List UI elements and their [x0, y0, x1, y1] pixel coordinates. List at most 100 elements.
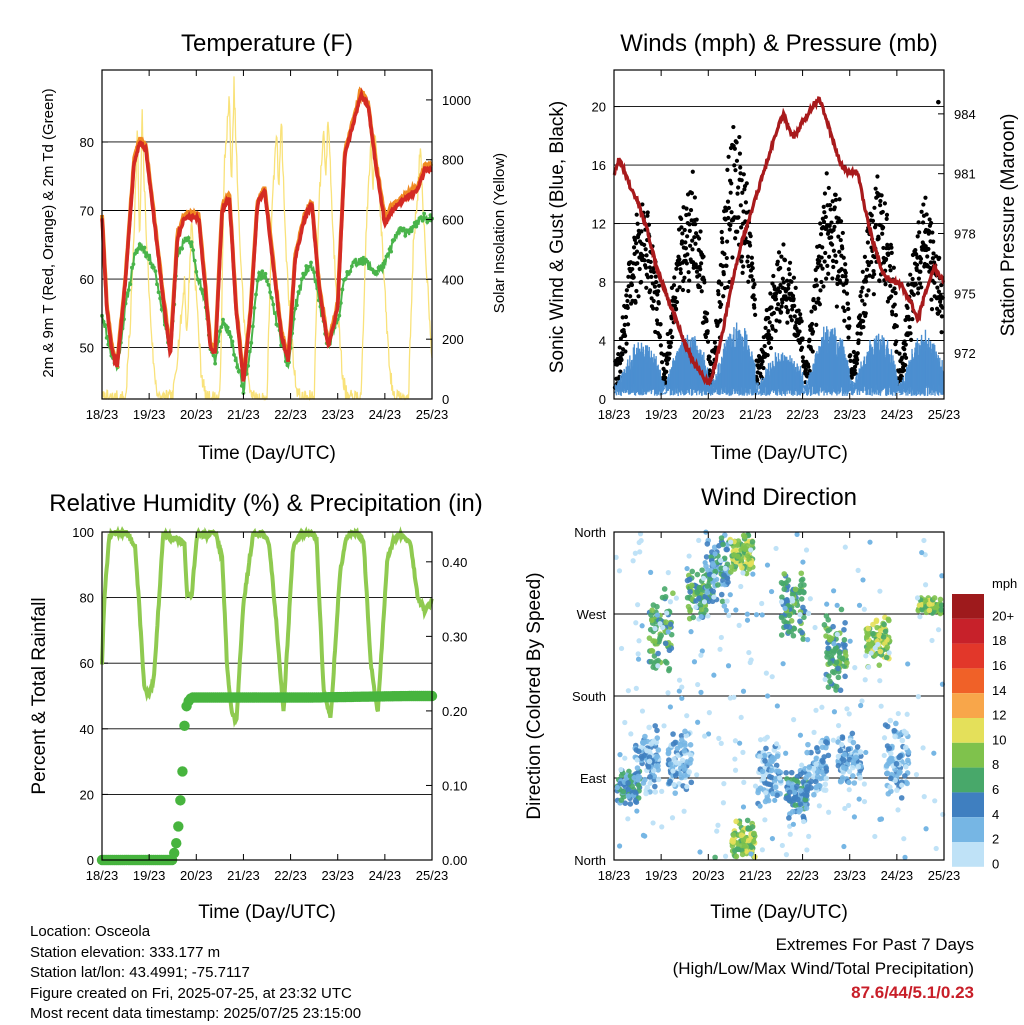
- gust-point: [937, 255, 942, 261]
- dewpoint-point: [304, 264, 309, 268]
- direction-point: [808, 749, 814, 756]
- direction-point: [748, 844, 755, 850]
- humidity-ytick-label: 0: [87, 853, 94, 868]
- dewpoint-point: [247, 349, 252, 354]
- direction-point: [837, 687, 844, 694]
- direction-point: [855, 567, 861, 573]
- gust-point: [626, 274, 631, 279]
- gust-point: [892, 302, 897, 307]
- dewpoint-point: [137, 242, 142, 247]
- direction-point: [633, 620, 639, 626]
- direction-point: [734, 542, 741, 548]
- gust-point: [773, 297, 779, 302]
- gust-point: [843, 262, 848, 267]
- direction-point: [622, 755, 628, 761]
- direction-point: [823, 768, 830, 774]
- gust-point: [865, 240, 870, 245]
- gust-point: [651, 298, 656, 304]
- dewpoint-point: [307, 264, 312, 269]
- direction-point: [901, 728, 907, 734]
- direction-point: [814, 773, 821, 780]
- gust-point: [716, 279, 722, 284]
- direction-xtick-label: 18/23: [598, 868, 631, 883]
- speed-legend-swatch: [952, 842, 984, 867]
- direction-point: [744, 617, 751, 623]
- direction-point: [841, 637, 848, 643]
- direction-point: [732, 756, 738, 762]
- direction-point: [783, 852, 790, 858]
- direction-point: [842, 649, 849, 656]
- station-latlon: Station lat/lon: 43.4991; -75.7117: [30, 964, 250, 981]
- direction-point: [829, 669, 836, 675]
- gust-point: [855, 331, 860, 336]
- direction-point: [860, 577, 866, 583]
- dewpoint-point: [230, 339, 235, 344]
- gust-point: [624, 341, 629, 346]
- gust-point: [668, 340, 674, 345]
- direction-point: [841, 626, 847, 633]
- direction-point: [884, 723, 891, 730]
- direction-point: [757, 753, 763, 760]
- direction-point: [830, 737, 836, 743]
- gust-point: [818, 263, 823, 268]
- direction-point: [876, 632, 883, 639]
- temperature-xtick-label: 24/23: [369, 407, 402, 422]
- direction-point: [744, 611, 750, 617]
- direction-point: [629, 783, 635, 790]
- temperature-xlabel: Time (Day/UTC): [198, 443, 336, 464]
- direction-point: [763, 790, 769, 796]
- gust-point: [838, 219, 844, 224]
- direction-point: [687, 588, 693, 595]
- dewpoint-point: [260, 269, 265, 274]
- dewpoint-point: [338, 301, 343, 305]
- gust-point: [690, 247, 695, 252]
- dewpoint-point: [309, 260, 313, 265]
- direction-point: [888, 755, 894, 762]
- direction-point: [738, 583, 744, 590]
- direction-point: [613, 554, 619, 560]
- winds-ytick-label: 16: [592, 158, 606, 173]
- gust-point: [721, 272, 726, 277]
- direction-point: [678, 732, 685, 739]
- gust-point: [819, 255, 824, 260]
- dewpoint-point: [192, 258, 197, 263]
- direction-point: [748, 851, 754, 857]
- direction-point: [665, 690, 671, 696]
- direction-point: [702, 733, 708, 739]
- gust-point: [864, 267, 870, 272]
- gust-point: [634, 212, 639, 217]
- direction-point: [836, 649, 843, 656]
- gust-point: [622, 322, 627, 328]
- gust-point: [696, 236, 702, 241]
- direction-point: [870, 630, 876, 637]
- gust-point: [753, 312, 758, 317]
- direction-point: [880, 634, 887, 640]
- dewpoint-point: [133, 251, 137, 256]
- direction-point: [805, 637, 811, 643]
- dewpoint-point: [211, 353, 216, 358]
- direction-point: [670, 768, 676, 774]
- gust-point: [735, 229, 740, 234]
- gust-point: [848, 358, 853, 363]
- gust-point: [737, 151, 743, 156]
- gust-point: [818, 288, 823, 293]
- gust-point: [698, 229, 703, 234]
- gust-point: [919, 285, 924, 290]
- direction-point: [667, 621, 674, 627]
- speed-legend-swatch: [952, 817, 984, 842]
- dewpoint-point: [104, 335, 109, 340]
- direction-point: [684, 713, 690, 719]
- direction-point: [903, 764, 909, 770]
- gust-point: [810, 321, 815, 327]
- direction-point: [632, 798, 639, 804]
- dewpoint-point: [186, 235, 191, 240]
- direction-point: [678, 774, 685, 781]
- direction-point: [652, 626, 658, 632]
- direction-point: [628, 731, 634, 737]
- gust-point: [861, 319, 866, 324]
- direction-point: [837, 747, 844, 754]
- gust-point: [639, 229, 644, 234]
- gust-point: [869, 260, 874, 265]
- gust-point: [810, 349, 815, 354]
- gust-point: [892, 286, 897, 291]
